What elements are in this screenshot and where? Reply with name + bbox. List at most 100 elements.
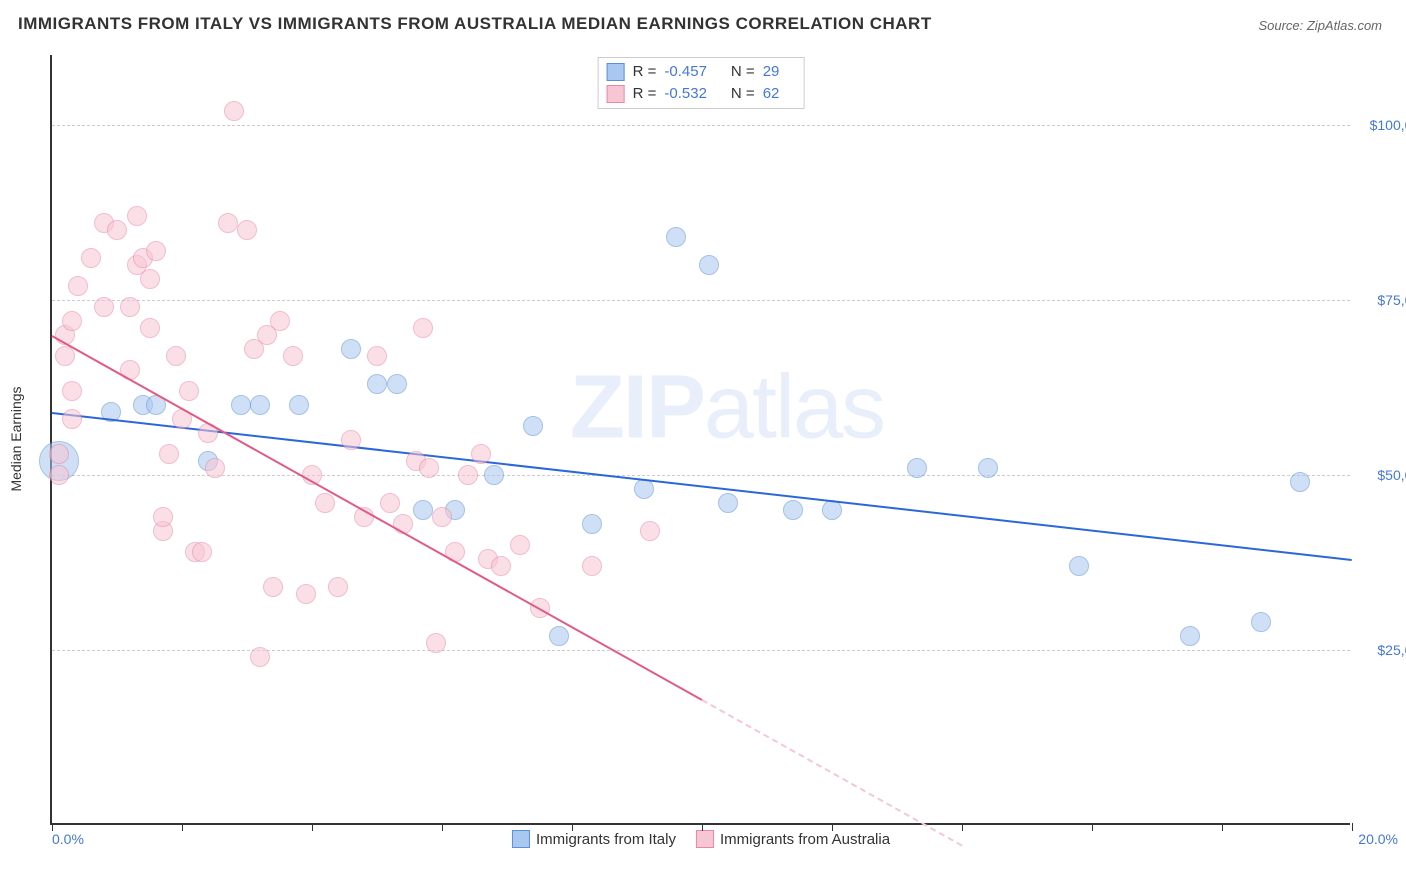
data-point — [263, 577, 283, 597]
data-point — [699, 255, 719, 275]
x-tick — [1092, 823, 1093, 831]
data-point — [523, 416, 543, 436]
x-axis-max-label: 20.0% — [1358, 831, 1398, 847]
data-point — [49, 444, 69, 464]
data-point — [140, 318, 160, 338]
data-point — [367, 346, 387, 366]
legend-swatch — [512, 830, 530, 848]
x-tick — [832, 823, 833, 831]
data-point — [510, 535, 530, 555]
data-point — [907, 458, 927, 478]
data-point — [127, 206, 147, 226]
n-value: 29 — [763, 61, 780, 83]
data-point — [231, 395, 251, 415]
x-tick — [312, 823, 313, 831]
series-swatch — [607, 63, 625, 81]
data-point — [146, 241, 166, 261]
data-point — [341, 339, 361, 359]
correlation-row: R = -0.457 N = 29 — [607, 61, 780, 83]
data-point — [140, 269, 160, 289]
r-label: R = — [633, 61, 657, 83]
gridline — [52, 475, 1350, 476]
data-point — [237, 220, 257, 240]
x-tick — [1352, 823, 1353, 831]
data-point — [458, 465, 478, 485]
chart-title: IMMIGRANTS FROM ITALY VS IMMIGRANTS FROM… — [18, 14, 932, 34]
series-swatch — [607, 85, 625, 103]
r-label: R = — [633, 83, 657, 105]
data-point — [62, 381, 82, 401]
data-point — [978, 458, 998, 478]
data-point — [413, 500, 433, 520]
data-point — [120, 297, 140, 317]
data-point — [1290, 472, 1310, 492]
data-point — [250, 395, 270, 415]
data-point — [341, 430, 361, 450]
legend-label: Immigrants from Australia — [720, 831, 890, 848]
data-point — [380, 493, 400, 513]
y-tick-label: $100,000 — [1370, 117, 1406, 133]
data-point — [68, 276, 88, 296]
x-axis-min-label: 0.0% — [52, 831, 84, 847]
legend-label: Immigrants from Italy — [536, 831, 676, 848]
y-axis-title: Median Earnings — [8, 386, 24, 491]
gridline — [52, 125, 1350, 126]
scatter-plot: Median Earnings ZIPatlas R =-0.457N =29R… — [50, 55, 1350, 825]
n-label: N = — [731, 83, 755, 105]
data-point — [718, 493, 738, 513]
data-point — [783, 500, 803, 520]
data-point — [296, 584, 316, 604]
data-point — [484, 465, 504, 485]
data-point — [107, 220, 127, 240]
n-label: N = — [731, 61, 755, 83]
gridline — [52, 300, 1350, 301]
data-point — [1069, 556, 1089, 576]
data-point — [1180, 626, 1200, 646]
data-point — [49, 465, 69, 485]
data-point — [367, 374, 387, 394]
data-point — [192, 542, 212, 562]
x-tick — [442, 823, 443, 831]
x-tick — [962, 823, 963, 831]
data-point — [250, 647, 270, 667]
data-point — [491, 556, 511, 576]
data-point — [1251, 612, 1271, 632]
x-tick — [182, 823, 183, 831]
data-point — [205, 458, 225, 478]
data-point — [426, 633, 446, 653]
x-tick — [1222, 823, 1223, 831]
data-point — [153, 507, 173, 527]
y-tick-label: $75,000 — [1377, 292, 1406, 308]
data-point — [179, 381, 199, 401]
gridline — [52, 650, 1350, 651]
legend-item: Immigrants from Australia — [696, 830, 890, 848]
data-point — [159, 444, 179, 464]
correlation-legend: R = -0.457 N = 29 R = -0.532 N = 62 — [598, 57, 805, 109]
data-point — [549, 626, 569, 646]
data-point — [640, 521, 660, 541]
legend-swatch — [696, 830, 714, 848]
data-point — [582, 556, 602, 576]
r-value: -0.457 — [664, 61, 707, 83]
y-tick-label: $50,000 — [1377, 467, 1406, 483]
data-point — [62, 409, 82, 429]
x-tick — [702, 823, 703, 831]
source-attribution: Source: ZipAtlas.com — [1258, 18, 1382, 33]
data-point — [471, 444, 491, 464]
data-point — [62, 311, 82, 331]
data-point — [94, 297, 114, 317]
data-point — [432, 507, 452, 527]
n-value: 62 — [763, 83, 780, 105]
r-value: -0.532 — [664, 83, 707, 105]
data-point — [81, 248, 101, 268]
data-point — [270, 311, 290, 331]
data-point — [166, 346, 186, 366]
data-point — [419, 458, 439, 478]
data-point — [55, 346, 75, 366]
trend-line — [52, 412, 1352, 561]
x-tick — [572, 823, 573, 831]
data-point — [315, 493, 335, 513]
data-point — [289, 395, 309, 415]
watermark: ZIPatlas — [570, 357, 884, 460]
data-point — [218, 213, 238, 233]
